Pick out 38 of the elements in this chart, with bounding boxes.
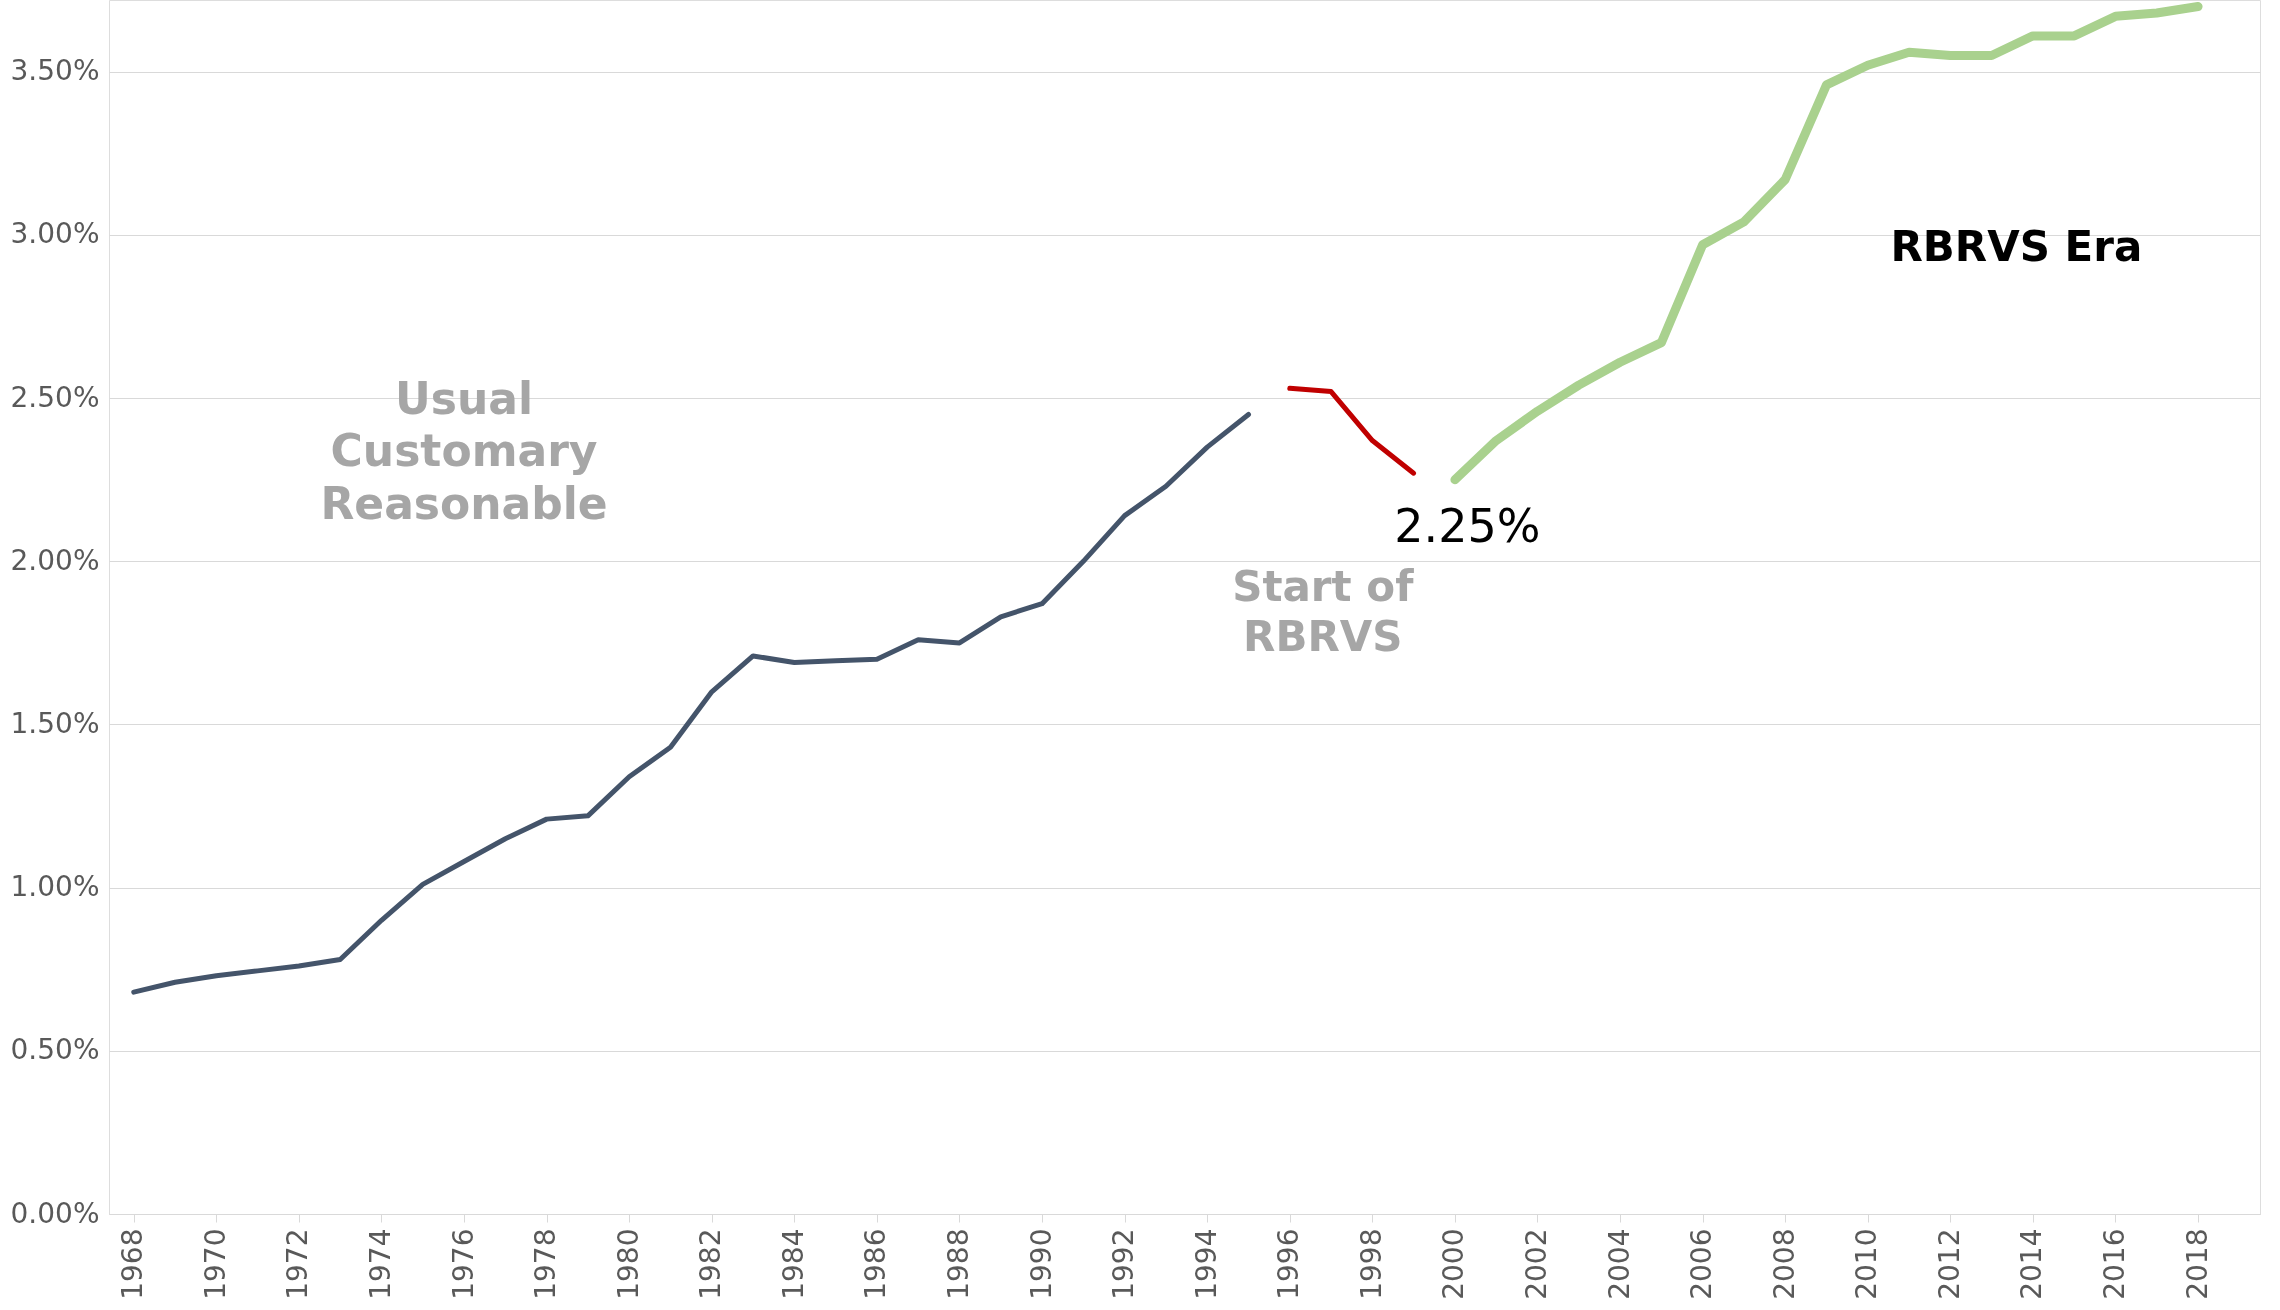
x-tick-label: 1992 xyxy=(1107,1228,1141,1300)
x-tick-label: 2014 xyxy=(2015,1228,2049,1300)
y-tick-label: 3.50% xyxy=(10,54,100,88)
x-tick-label: 2004 xyxy=(1602,1228,1636,1300)
y-tick-label: 0.00% xyxy=(10,1196,100,1230)
x-tick-label: 1984 xyxy=(776,1228,810,1300)
x-tick-label: 1978 xyxy=(529,1228,563,1300)
x-tick-label: 2002 xyxy=(1520,1228,1553,1300)
x-tick-label: 1974 xyxy=(363,1228,397,1300)
x-tick-label: 2012 xyxy=(1932,1228,1966,1300)
annotation: RBRVS Era xyxy=(1890,222,2143,272)
y-tick-label: 1.00% xyxy=(10,870,100,904)
x-tick-label: 1986 xyxy=(859,1228,893,1300)
y-tick-label: 1.50% xyxy=(10,706,100,740)
x-tick-label: 2000 xyxy=(1437,1228,1471,1300)
annotation: Start of RBRVS xyxy=(1232,561,1415,662)
y-tick-label: 0.50% xyxy=(10,1033,100,1067)
x-tick-label: 1988 xyxy=(941,1228,975,1300)
x-tick-label: 1990 xyxy=(1024,1228,1058,1300)
y-tick-label: 3.00% xyxy=(10,217,100,251)
x-tick-label: 1996 xyxy=(1272,1228,1306,1300)
x-tick-label: 1968 xyxy=(116,1228,150,1300)
x-tick-label: 2008 xyxy=(1767,1228,1801,1300)
x-tick-label: 1998 xyxy=(1354,1228,1388,1300)
x-tick-label: 1972 xyxy=(281,1228,315,1300)
x-tick-label: 1982 xyxy=(694,1228,728,1300)
x-tick-label: 1980 xyxy=(611,1228,645,1300)
x-tick-label: 1994 xyxy=(1189,1228,1223,1300)
x-tick-label: 1970 xyxy=(198,1228,232,1300)
x-tick-label: 2018 xyxy=(2180,1228,2214,1300)
y-tick-label: 2.50% xyxy=(10,380,100,414)
x-tick-label: 2016 xyxy=(2098,1228,2131,1300)
x-tick-label: 2006 xyxy=(1685,1228,1719,1300)
annotation: 2.25% xyxy=(1394,498,1541,553)
x-tick-label: 1976 xyxy=(446,1228,480,1300)
x-tick-label: 2010 xyxy=(1850,1228,1884,1300)
y-tick-label: 2.00% xyxy=(10,543,100,577)
annotation: Usual Customary Reasonable xyxy=(320,372,608,530)
